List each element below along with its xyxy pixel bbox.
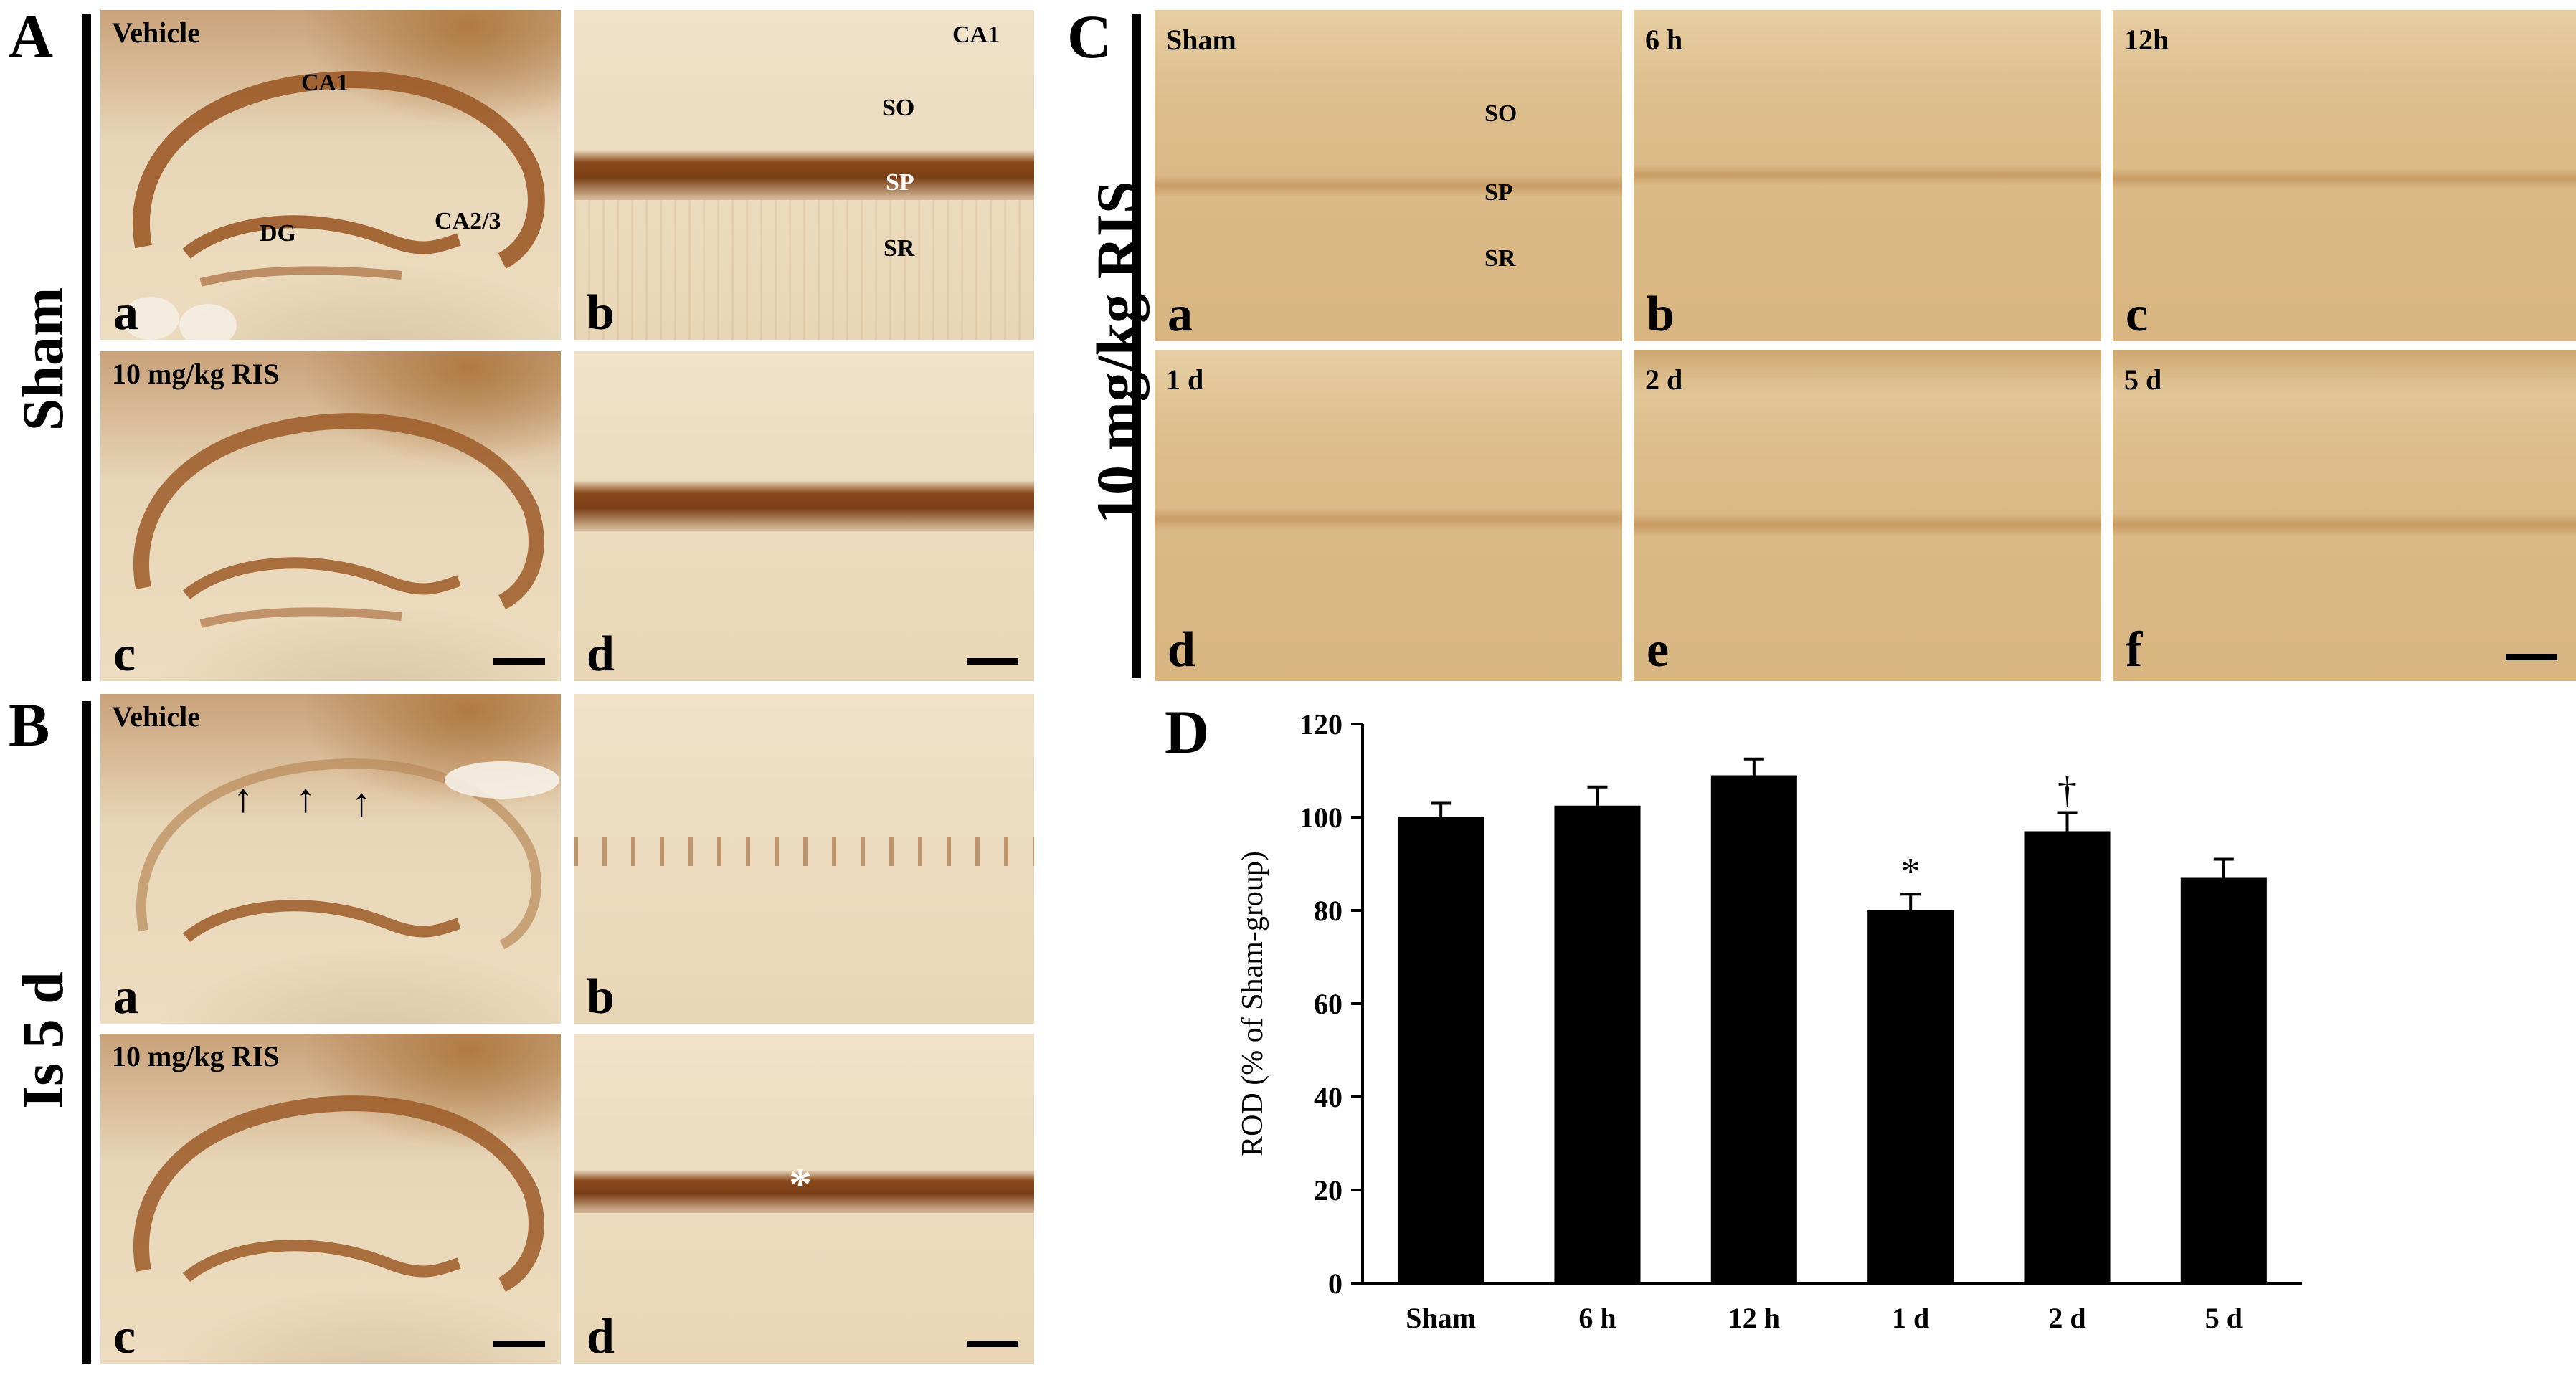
panel-letter: f [2126,622,2143,677]
scale-bar [2506,654,2557,660]
panel-title: 2 d [1645,363,1683,396]
y-tick-label: 100 [1299,801,1343,834]
panel-letter: d [1168,622,1195,677]
group-c-letter: C [1067,2,1112,71]
panel-title: Sham [1166,24,1236,56]
panel-letter: a [1168,287,1193,341]
region-label-ca1: CA1 [301,70,349,96]
rod-bar-chart: 0 20 40 60 80 100 120 Sham 6 h 12 h * 1 d † 2 d 5 d R… [1236,710,2302,1334]
panel-c-f: 5 d f [2113,350,2576,681]
bar [1867,910,1954,1283]
pyramidal-layer [574,1170,1034,1213]
layer-label-sp: SP [886,169,914,196]
hippocampus-drawing [122,71,545,340]
bar [2180,877,2267,1283]
y-tick-label: 60 [1314,988,1343,1020]
panel-letter: e [1647,622,1670,677]
group-d-letter: D [1165,698,1210,766]
panel-title: 10 mg/kg RIS [112,1040,280,1072]
y-tick-label: 80 [1314,895,1343,927]
group-c-bar [1132,14,1141,678]
panel-a-a: Vehicle CA1 DG CA2/3 a [100,10,561,340]
group-c-side-label: 10 mg/kg RIS [1084,181,1150,524]
layer-label-sr: SR [1484,245,1516,272]
significance-mark: † [2058,769,2077,812]
panel-c-d: 1 d d [1155,350,1622,681]
panel-title: 10 mg/kg RIS [112,358,280,390]
region-label-ca1: CA1 [952,22,1000,48]
panel-letter: a [113,285,138,340]
region-label-ca23: CA2/3 [435,208,501,234]
x-tick-label: 2 d [2048,1302,2085,1334]
panel-letter: c [2126,287,2149,341]
group-a-side-label: Sham [10,287,75,432]
panel-a-c: 10 mg/kg RIS c [100,351,561,681]
x-tick-label: 6 h [1578,1302,1616,1334]
panel-letter: b [1647,287,1675,341]
hippocampus-drawing [133,413,544,628]
x-tick-label: 5 d [2205,1302,2243,1334]
panel-c-e: 2 d e [1634,350,2101,681]
scale-bar [967,658,1018,665]
degenerated-layer [574,837,1034,866]
panel-b-c: 10 mg/kg RIS c [100,1034,561,1364]
scale-bar [493,1341,545,1347]
significance-mark: * [1901,850,1921,893]
panel-c-a: Sham SO SP SR a [1155,10,1622,341]
bar [1710,775,1797,1283]
y-axis-label: ROD (% of Sham-group) [1236,851,1269,1156]
y-tick-label: 20 [1314,1174,1343,1207]
layer-label-sr: SR [884,235,915,262]
panel-letter: b [587,285,615,340]
panel-letter: c [113,1309,136,1364]
y-tick-label: 120 [1299,710,1343,741]
x-tick-label: 1 d [1892,1302,1929,1334]
layer-label-so: SO [882,95,915,121]
arrow-1: ↑ [233,776,253,821]
hippocampus-drawing [136,758,559,950]
panel-title: Vehicle [112,16,200,49]
panel-title: 5 d [2124,363,2162,396]
panel-letter: b [587,969,615,1024]
layer-label-so: SO [1484,100,1517,127]
y-tick-label: 0 [1328,1267,1343,1300]
panel-a-b: CA1 SO SP SR b [574,10,1034,340]
region-label-dg: DG [260,220,296,247]
panel-letter: a [113,969,138,1024]
panel-c-c: 12h c [2113,10,2576,341]
panel-title: Vehicle [112,700,200,733]
hippocampus-drawing [133,1095,544,1292]
arrow-2: ↑ [295,776,316,821]
panel-letter: d [587,627,615,681]
panel-b-a: Vehicle ↑ ↑ ↑ a [100,694,561,1024]
x-tick-label: 12 h [1728,1302,1780,1334]
panel-letter: d [587,1309,615,1364]
panel-c-b: 6 h b [1634,10,2101,341]
group-b-bar [82,701,91,1364]
panel-title: 6 h [1645,24,1683,56]
y-tick-label: 40 [1314,1081,1343,1113]
group-a-bar [82,14,91,681]
panel-b-b: b [574,694,1034,1024]
group-a-letter: A [9,2,54,71]
group-b-side-label: Is 5 d [10,971,75,1109]
panel-title: 1 d [1166,363,1204,396]
bar [2024,831,2111,1283]
group-b-letter: B [9,690,50,759]
arrow-3: ↑ [351,781,371,825]
scale-bar [967,1341,1018,1347]
panel-title: 12h [2124,24,2169,56]
panel-a-d: d [574,351,1034,681]
pyramidal-layer [574,150,1034,200]
panel-letter: c [113,627,136,681]
asterisk: * [789,1158,812,1209]
bar [1554,805,1641,1283]
x-tick-label: Sham [1406,1302,1476,1334]
pyramidal-layer [574,480,1034,531]
scale-bar [493,658,545,665]
panel-b-d: * d [574,1034,1034,1364]
bar [1398,817,1484,1283]
layer-label-sp: SP [1484,179,1513,206]
